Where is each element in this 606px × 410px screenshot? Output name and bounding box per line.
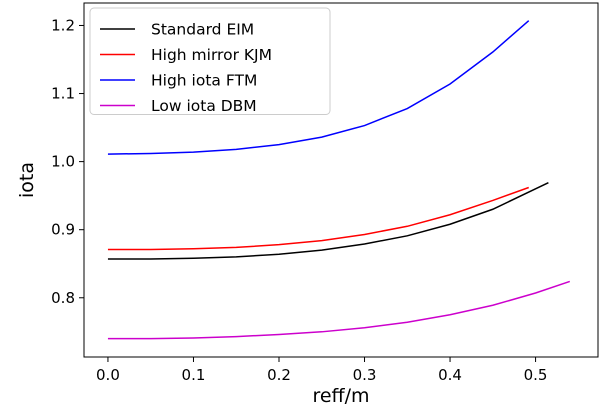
- legend-frame: [89, 7, 331, 115]
- y-axis-ticks: 0.8 0.9 1.0 1.1 1.2: [51, 16, 84, 307]
- x-tick-label: 0.4: [438, 366, 462, 384]
- y-tick-label: 1.0: [51, 153, 75, 171]
- y-tick-label: 0.9: [51, 221, 75, 239]
- x-tick-label: 0.2: [267, 366, 291, 384]
- axes-frame: [83, 2, 599, 358]
- x-axis-label: reff/m: [312, 385, 369, 407]
- x-tick-label: 0.5: [524, 366, 548, 384]
- x-tick-label: 0.0: [96, 366, 120, 384]
- legend-label-2: High iota FTM: [151, 72, 257, 90]
- series-line-2: [107, 20, 530, 155]
- legend-label-3: Low iota DBM: [151, 97, 257, 115]
- y-tick-label: 0.8: [51, 289, 75, 307]
- x-tick-label: 0.1: [182, 366, 206, 384]
- series-line-1: [107, 186, 529, 251]
- y-tick-label: 1.2: [51, 16, 75, 34]
- x-tick-label: 0.3: [353, 366, 377, 384]
- y-axis-label: iota: [16, 162, 38, 198]
- legend-label-0: Standard EIM: [151, 21, 254, 39]
- plot-area: [107, 20, 571, 340]
- x-axis-ticks: 0.0 0.1 0.2 0.3 0.4 0.5: [96, 357, 547, 384]
- series-line-0: [107, 182, 549, 260]
- legend-label-1: High mirror KJM: [151, 46, 272, 64]
- legend: Standard EIM High mirror KJM High iota FTM…: [89, 7, 331, 115]
- y-tick-label: 1.1: [51, 85, 75, 103]
- series-line-3: [107, 280, 571, 340]
